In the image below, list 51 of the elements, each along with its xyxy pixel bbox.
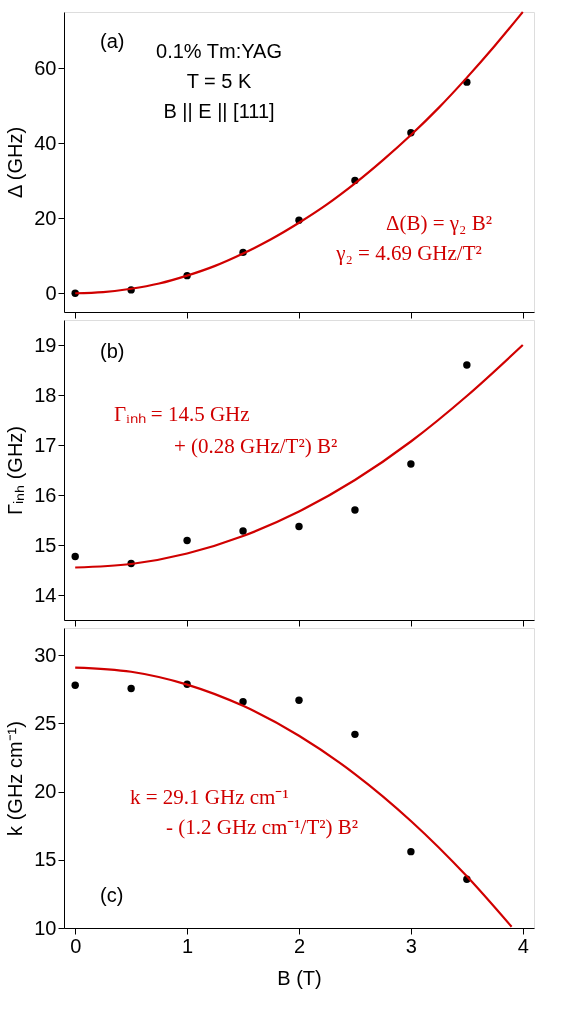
point bbox=[71, 681, 79, 689]
y-tick-label: 60 bbox=[34, 56, 57, 79]
x-axis-title: B (T) bbox=[277, 966, 322, 989]
y-axis-title: Γᵢₙₕ (GHz) bbox=[4, 425, 27, 516]
annotation: (b) bbox=[100, 340, 125, 362]
point bbox=[71, 552, 79, 561]
x-tick-label: 1 bbox=[182, 934, 194, 957]
x-tick-label: 0 bbox=[70, 934, 82, 957]
y-tick-label: 17 bbox=[34, 433, 57, 456]
y-axis-title: k (GHz cm⁻¹) bbox=[4, 721, 27, 836]
point bbox=[407, 460, 415, 468]
point bbox=[351, 730, 359, 739]
y-axis-title: Δ (GHz) bbox=[4, 126, 27, 199]
annotation: B || E || [111] bbox=[163, 100, 275, 122]
annotation: - (1.2 GHz cm⁻¹/T²) B² bbox=[166, 815, 359, 839]
x-tick-label: 2 bbox=[293, 934, 306, 957]
annotation: k = 29.1 GHz cm⁻¹ bbox=[130, 785, 289, 809]
annotation: Δ(B) = γ₂ B² bbox=[386, 211, 492, 235]
point bbox=[295, 696, 303, 704]
annotation: + (0.28 GHz/T²) B² bbox=[174, 434, 338, 458]
y-tick-label: 16 bbox=[34, 483, 57, 506]
y-tick-label: 0 bbox=[45, 281, 57, 304]
y-tick-label: 15 bbox=[34, 848, 57, 871]
point bbox=[127, 684, 135, 693]
y-tick-label: 40 bbox=[34, 131, 57, 154]
y-tick-label: 14 bbox=[34, 583, 57, 606]
y-tick-label: 25 bbox=[34, 711, 57, 734]
y-tick-label: 15 bbox=[34, 533, 57, 556]
annotation: Γᵢₙₕ = 14.5 GHz bbox=[114, 402, 250, 426]
y-tick-label: 19 bbox=[34, 333, 57, 356]
line-series bbox=[74, 343, 524, 569]
annotation: 0.1% Tm:YAG bbox=[156, 40, 282, 62]
point bbox=[239, 697, 247, 706]
point bbox=[239, 527, 247, 535]
annotation: (c) bbox=[100, 884, 124, 906]
annotation: γ₂ = 4.69 GHz/T² bbox=[335, 241, 482, 265]
y-tick-label: 30 bbox=[34, 643, 57, 666]
point bbox=[463, 361, 471, 369]
point bbox=[407, 847, 415, 856]
y-tick-label: 20 bbox=[34, 206, 57, 229]
annotation: T = 5 K bbox=[186, 70, 252, 92]
point bbox=[183, 536, 191, 545]
x-tick-label: 4 bbox=[517, 934, 529, 957]
y-tick-label: 10 bbox=[34, 916, 57, 939]
y-tick-label: 18 bbox=[34, 383, 57, 406]
y-tick-label: 20 bbox=[34, 780, 57, 803]
point bbox=[351, 506, 359, 514]
point bbox=[295, 522, 303, 531]
x-tick-label: 3 bbox=[405, 934, 417, 957]
line-series bbox=[74, 666, 513, 928]
annotation: (a) bbox=[100, 30, 125, 52]
